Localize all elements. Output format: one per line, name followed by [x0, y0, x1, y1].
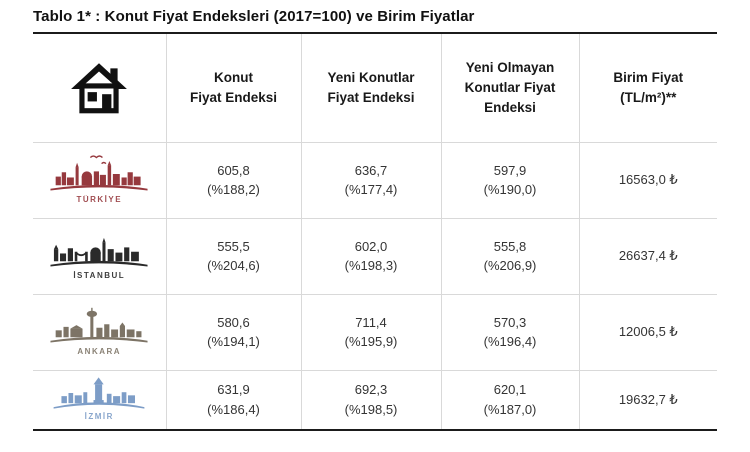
table-row-turkiye: TÜRKİYE 605,8 (%188,2) 636,7 (%177,4) 59… [33, 141, 717, 219]
report-page: Tablo 1* : Konut Fiyat Endeksleri (2017=… [33, 8, 717, 431]
cell-ankara-yeni: 711,4 (%195,9) [300, 293, 442, 371]
index-value: 711,4 [355, 314, 387, 330]
index-change: (%187,0) [483, 401, 537, 417]
housing-price-index-table: Konut Fiyat Endeksi Yeni Konutlar Fiyat … [33, 32, 717, 431]
istanbul-skyline-icon: İSTANBUL [47, 230, 151, 280]
house-icon [33, 61, 166, 115]
region-cell-turkiye: TÜRKİYE [33, 141, 167, 219]
region-cell-istanbul: İSTANBUL [33, 217, 167, 295]
header-cell-konut-endeksi: Konut Fiyat Endeksi [165, 32, 302, 143]
cell-turkiye-yeni-olmayan: 597,9 (%190,0) [440, 141, 580, 219]
index-change: (%206,9) [483, 258, 537, 273]
cell-ankara-yeni-olmayan: 570,3 (%196,4) [440, 293, 580, 371]
region-label: ANKARA [77, 346, 122, 356]
header-cell-yeni-konutlar: Yeni Konutlar Fiyat Endeksi [300, 32, 442, 143]
index-value: 631,9 [217, 382, 250, 398]
index-change: (%194,1) [207, 334, 260, 349]
region-label: İZMİR [84, 412, 114, 422]
header-cell-yeni-olmayan: Yeni Olmayan Konutlar Fiyat Endeksi [440, 32, 580, 143]
header-row: Konut Fiyat Endeksi Yeni Konutlar Fiyat … [33, 32, 717, 143]
index-value: 570,3 [493, 314, 527, 330]
region-cell-ankara: ANKARA [33, 293, 167, 371]
index-value: 597,9 [493, 162, 527, 178]
index-value: 605,8 [217, 162, 250, 178]
turkiye-skyline-icon: TÜRKİYE [47, 154, 151, 204]
index-value: 692,3 [354, 382, 388, 398]
index-change: (%195,9) [344, 334, 398, 349]
cell-ankara-konut: 580,6 (%194,1) [165, 293, 302, 371]
cell-izmir-yeni-olmayan: 620,1 (%187,0) [440, 369, 580, 431]
index-change: (%188,2) [207, 182, 260, 197]
index-value: 636,7 [354, 162, 388, 178]
izmir-skyline-icon: İZMİR [47, 375, 151, 421]
region-cell-izmir: İZMİR [33, 369, 167, 431]
table-row-ankara: ANKARA 580,6 (%194,1) 711,4 (%195,9) 570… [33, 293, 717, 371]
cell-izmir-birim-fiyat: 19632,7 ₺ [578, 369, 717, 431]
cell-izmir-konut: 631,9 (%186,4) [165, 369, 302, 431]
header-cell-birim-fiyat: Birim Fiyat (TL/m²)** [578, 32, 717, 143]
index-change: (%177,4) [344, 182, 398, 197]
cell-turkiye-yeni: 636,7 (%177,4) [300, 141, 442, 219]
index-value: 602,0 [354, 238, 388, 254]
cell-turkiye-birim-fiyat: 16563,0 ₺ [578, 141, 717, 219]
cell-izmir-yeni: 692,3 (%198,5) [300, 369, 442, 431]
cell-istanbul-konut: 555,5 (%204,6) [165, 217, 302, 295]
index-change: (%196,4) [483, 334, 537, 349]
region-label: TÜRKİYE [76, 194, 123, 204]
region-label: İSTANBUL [73, 270, 126, 280]
cell-istanbul-birim-fiyat: 26637,4 ₺ [578, 217, 717, 295]
index-change: (%190,0) [483, 182, 537, 197]
index-value: 620,1 [493, 382, 527, 398]
index-change: (%186,4) [207, 401, 260, 417]
table-row-istanbul: İSTANBUL 555,5 (%204,6) 602,0 (%198,3) 5… [33, 217, 717, 295]
index-value: 555,8 [493, 238, 527, 254]
index-value: 580,6 [217, 314, 250, 330]
index-change: (%204,6) [207, 258, 260, 273]
cell-istanbul-yeni: 602,0 (%198,3) [300, 217, 442, 295]
index-change: (%198,5) [344, 401, 398, 417]
cell-ankara-birim-fiyat: 12006,5 ₺ [578, 293, 717, 371]
table-row-izmir: İZMİR 631,9 (%186,4) 692,3 (%198,5) 620,… [33, 369, 717, 431]
index-change: (%198,3) [344, 258, 398, 273]
ankara-skyline-icon: ANKARA [47, 306, 151, 356]
table-title: Tablo 1* : Konut Fiyat Endeksleri (2017=… [33, 8, 475, 25]
header-cell-region [33, 32, 167, 143]
index-value: 555,5 [217, 238, 250, 254]
cell-istanbul-yeni-olmayan: 555,8 (%206,9) [440, 217, 580, 295]
cell-turkiye-konut: 605,8 (%188,2) [165, 141, 302, 219]
